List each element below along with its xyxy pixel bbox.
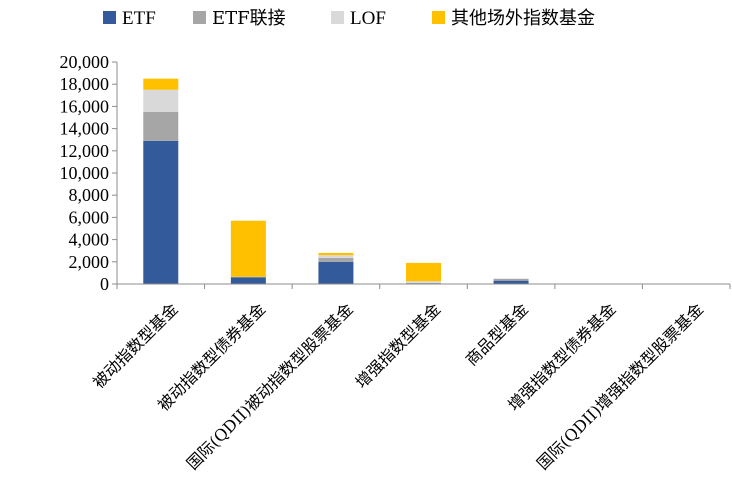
x-tick-label: 国际(QDII)被动指数型股票基金 [183, 299, 357, 473]
legend-label-0: ETF [122, 8, 156, 29]
legend-swatch-2 [331, 11, 344, 24]
bars [143, 78, 529, 284]
bar-segment [493, 279, 529, 281]
bar-segment [230, 277, 266, 284]
bar-segment [318, 261, 354, 284]
bar-segment [230, 220, 266, 277]
y-tick-label: 18,000 [60, 74, 110, 94]
bar-segment [143, 111, 179, 141]
y-tick-label: 14,000 [60, 119, 110, 139]
y-tick-label: 16,000 [60, 96, 110, 116]
legend-label-1: ETF联接 [212, 8, 286, 29]
legend-label-2: LOF [350, 8, 386, 29]
bar-segment [143, 78, 179, 90]
y-tick-label: 0 [100, 274, 109, 294]
bar-segment [406, 281, 441, 283]
x-tick-label: 增强指数型基金 [352, 299, 445, 392]
bar-segment [493, 278, 529, 280]
legend-label-3: 其他场外指数基金 [451, 8, 595, 29]
legend-swatch-3 [432, 11, 445, 24]
bar-segment [230, 276, 266, 278]
bar-segment [318, 255, 354, 258]
y-tick-label: 20,000 [60, 52, 110, 72]
y-tick-label: 12,000 [60, 141, 110, 161]
y-tick-label: 6,000 [69, 207, 110, 227]
y-tick-label: 2,000 [69, 252, 110, 272]
bar-segment [318, 257, 354, 262]
y-tick-label: 4,000 [69, 230, 110, 250]
bar-segment [143, 89, 179, 112]
legend-swatch-1 [193, 11, 206, 24]
bar-segment [493, 280, 529, 284]
y-tick-label: 10,000 [60, 163, 110, 183]
legend-swatch-0 [103, 11, 116, 24]
bar-segment [406, 262, 441, 282]
x-axis: 被动指数型基金被动指数型债券基金国际(QDII)被动指数型股票基金增强指数型基金… [89, 283, 731, 473]
bar-segment [143, 140, 179, 284]
legend: ETF ETF联接 LOF 其他场外指数基金 [103, 8, 595, 29]
y-tick-label: 8,000 [69, 185, 110, 205]
x-tick-label: 商品型基金 [462, 299, 532, 369]
bar-segment [406, 282, 441, 284]
x-tick-label: 被动指数型基金 [89, 299, 182, 392]
bar-segment [318, 252, 354, 256]
x-tick-label: 国际(QDII)增强指数型股票基金 [533, 299, 707, 473]
